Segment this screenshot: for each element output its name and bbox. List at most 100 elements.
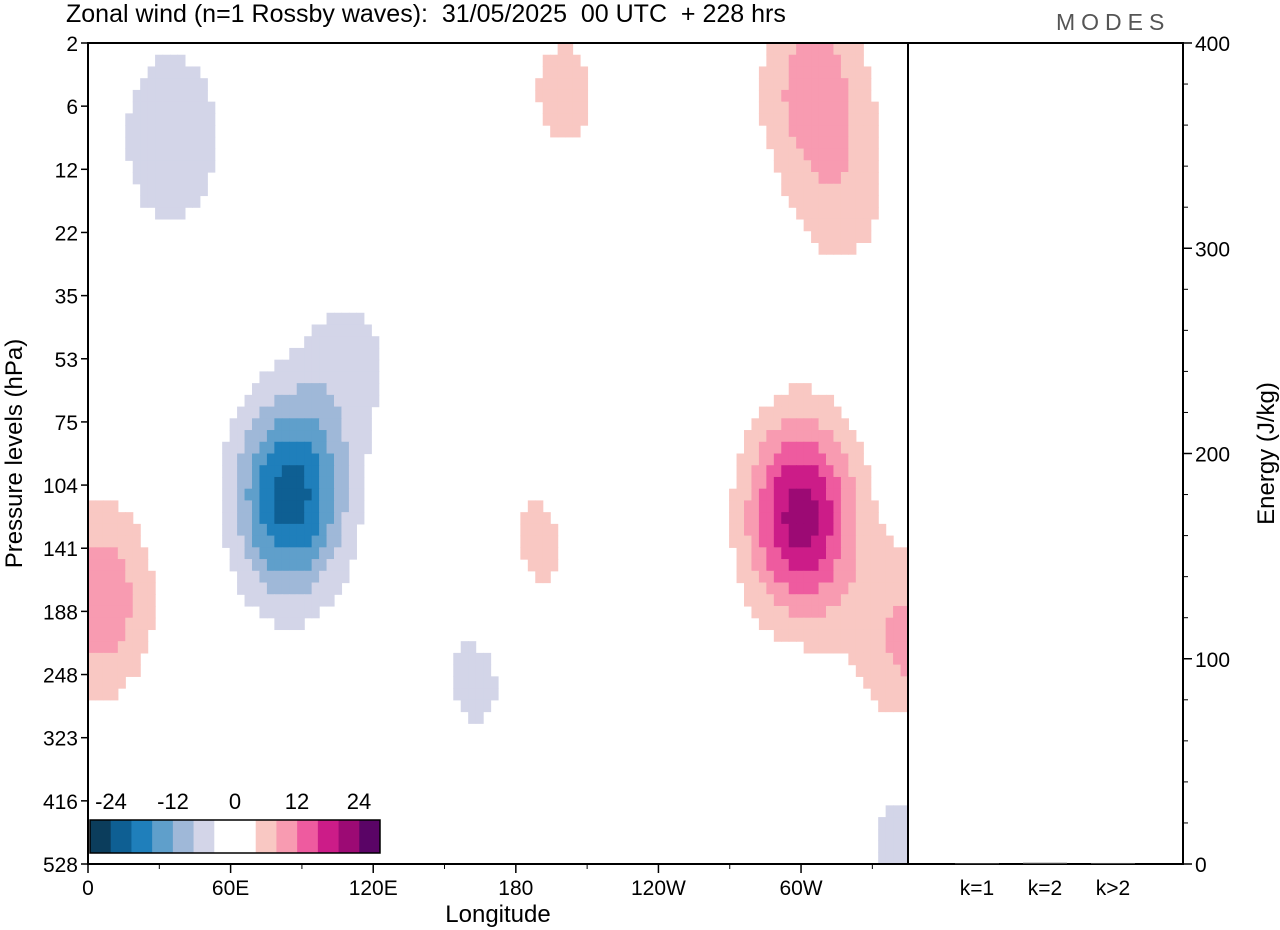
heatmap-cell [252, 430, 261, 443]
heatmap-cell [788, 383, 797, 396]
heatmap-cell [729, 512, 738, 525]
heatmap-cell [110, 500, 119, 513]
heatmap-cell [237, 465, 246, 478]
heatmap-cell [781, 617, 790, 631]
heatmap-cell [110, 523, 119, 537]
heatmap-cell [870, 512, 879, 525]
heatmap-cell [565, 78, 574, 91]
heatmap-cell [252, 582, 261, 595]
heatmap-cell [833, 547, 842, 560]
heatmap-cell [840, 172, 849, 185]
heatmap-cell [319, 441, 328, 455]
heatmap-cell [296, 570, 305, 584]
heatmap-cell [826, 605, 835, 619]
heatmap-cell [826, 582, 835, 595]
heatmap-cell [870, 523, 879, 537]
heatmap-cell [304, 394, 313, 408]
heatmap-cell [125, 641, 134, 654]
heatmap-cell [565, 125, 574, 138]
heatmap-cell [788, 183, 797, 197]
heatmap-cell [162, 183, 171, 197]
heatmap-cell [326, 594, 335, 607]
heatmap-cell [811, 406, 820, 419]
heatmap-cell [744, 453, 753, 466]
heatmap-cell [266, 465, 275, 478]
heatmap-cell [781, 441, 790, 455]
heatmap-cell [766, 465, 775, 478]
heatmap-cell [766, 570, 775, 584]
heatmap-cell [550, 78, 559, 91]
heatmap-cell [319, 336, 328, 349]
heatmap-cell [751, 512, 760, 525]
heatmap-cell [580, 78, 589, 91]
heatmap-cell [796, 535, 805, 548]
heatmap-cell [803, 172, 812, 185]
colorbar-swatch [235, 820, 257, 853]
heatmap-cell [781, 394, 790, 408]
heatmap-cell [773, 523, 782, 537]
heatmap-cell [341, 336, 350, 349]
heatmap-cell [88, 594, 97, 607]
heatmap-cell [483, 664, 492, 677]
heatmap-cell [266, 488, 275, 502]
heatmap-cell [117, 512, 126, 525]
heatmap-cell [170, 113, 179, 126]
heatmap-cell [796, 101, 805, 114]
heatmap-cell [341, 324, 350, 337]
heatmap-cell [729, 500, 738, 513]
heatmap-cell [199, 101, 208, 114]
heatmap-cell [259, 430, 268, 443]
heatmap-cell [259, 594, 268, 607]
heatmap-cell [244, 406, 253, 419]
heatmap-cell [773, 148, 782, 161]
heatmap-cell [766, 441, 775, 455]
heatmap-cell [885, 699, 894, 713]
heatmap-cell [468, 676, 477, 689]
heatmap-cell [184, 66, 193, 79]
heatmap-cell [229, 523, 238, 537]
heatmap-cell [95, 629, 104, 642]
heatmap-cell [110, 641, 119, 654]
heatmap-cell [580, 101, 589, 114]
heatmap-cell [893, 840, 902, 853]
heatmap-cell [826, 441, 835, 455]
colorbar-swatch [172, 820, 194, 853]
heatmap-cell [885, 641, 894, 654]
heatmap-cell [863, 652, 872, 666]
heatmap-cell [863, 582, 872, 595]
heatmap-cell [818, 430, 827, 443]
heatmap-cell [840, 125, 849, 138]
heatmap-cell [758, 89, 767, 103]
heatmap-cell [341, 523, 350, 537]
heatmap-cell [848, 582, 857, 595]
heatmap-cell [878, 535, 887, 548]
heatmap-cell [252, 406, 261, 419]
colorbar: -24 -12 0 12 24 [89, 789, 381, 854]
heatmap-cell [870, 547, 879, 560]
heatmap-cell [855, 54, 864, 68]
heatmap-cell [304, 418, 313, 431]
heatmap-cell [863, 125, 872, 138]
heatmap-cell [244, 594, 253, 607]
heatmap-cell [803, 406, 812, 419]
heatmap-cell [751, 559, 760, 572]
heatmap-cell [870, 535, 879, 548]
heatmap-cell [341, 559, 350, 572]
heatmap-cell [766, 535, 775, 548]
heatmap-cell [289, 394, 298, 408]
heatmap-cell [147, 183, 156, 197]
heatmap-cell [252, 488, 261, 502]
heatmap-cell [311, 594, 320, 607]
heatmap-cell [900, 664, 909, 677]
heatmap-cell [870, 125, 879, 138]
heatmap-cell [811, 101, 820, 114]
heatmap-cell [788, 617, 797, 631]
heatmap-cell [848, 594, 857, 607]
heatmap-cell [833, 488, 842, 502]
heatmap-cell [102, 629, 111, 642]
heatmap-cell [811, 594, 820, 607]
heatmap-cell [281, 406, 290, 419]
heatmap-cell [796, 43, 805, 56]
y-tick-label: 528 [43, 854, 78, 877]
